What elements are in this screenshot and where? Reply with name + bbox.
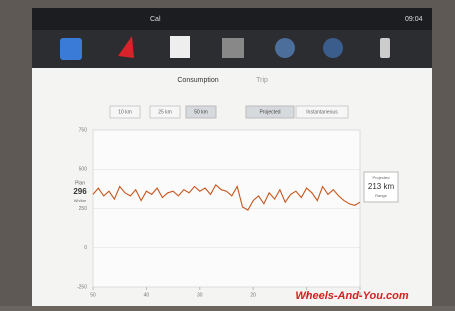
clock: 09:04 — [405, 16, 423, 23]
mode-label[interactable]: Projected — [259, 109, 280, 115]
web-icon[interactable] — [275, 38, 295, 58]
page: Cal 09:04 Consumption Trip 10 km 25 km 5… — [0, 0, 455, 306]
mode-label[interactable]: Instantaneous — [306, 109, 338, 115]
status-bar — [32, 8, 432, 30]
energy-icon[interactable] — [222, 38, 244, 58]
range-label[interactable]: 10 km — [118, 109, 132, 115]
y-tick-label: 250 — [79, 206, 88, 212]
x-tick-label: 40 — [144, 292, 150, 298]
projected-caption: Range — [375, 193, 388, 198]
tab[interactable]: Consumption — [177, 77, 218, 84]
plan-unit: Wh/km — [74, 198, 87, 203]
plan-label: Plan — [75, 180, 85, 186]
watermark: Wheels-And-You.com — [295, 290, 408, 302]
y-tick-label: -250 — [77, 284, 87, 290]
range-label[interactable]: 50 km — [194, 109, 208, 115]
projected-label: Projected — [373, 175, 390, 180]
y-tick-label: 500 — [79, 167, 88, 173]
x-tick-label: 50 — [90, 292, 96, 298]
range-label[interactable]: 25 km — [158, 109, 172, 115]
phone-icon[interactable] — [380, 38, 390, 58]
plan-value: 296 — [73, 187, 87, 196]
tab[interactable]: Trip — [256, 77, 268, 84]
media-icon[interactable] — [60, 38, 82, 60]
screen: Cal 09:04 Consumption Trip 10 km 25 km 5… — [0, 0, 455, 306]
projected-value: 213 km — [368, 182, 395, 191]
profile: Cal — [150, 16, 161, 23]
x-tick-label: 30 — [197, 292, 203, 298]
x-tick-label: 20 — [250, 292, 256, 298]
y-tick-label: 750 — [79, 127, 88, 133]
calendar-icon[interactable] — [170, 36, 190, 58]
y-tick-label: 0 — [84, 245, 87, 251]
settings-icon[interactable] — [323, 38, 343, 58]
